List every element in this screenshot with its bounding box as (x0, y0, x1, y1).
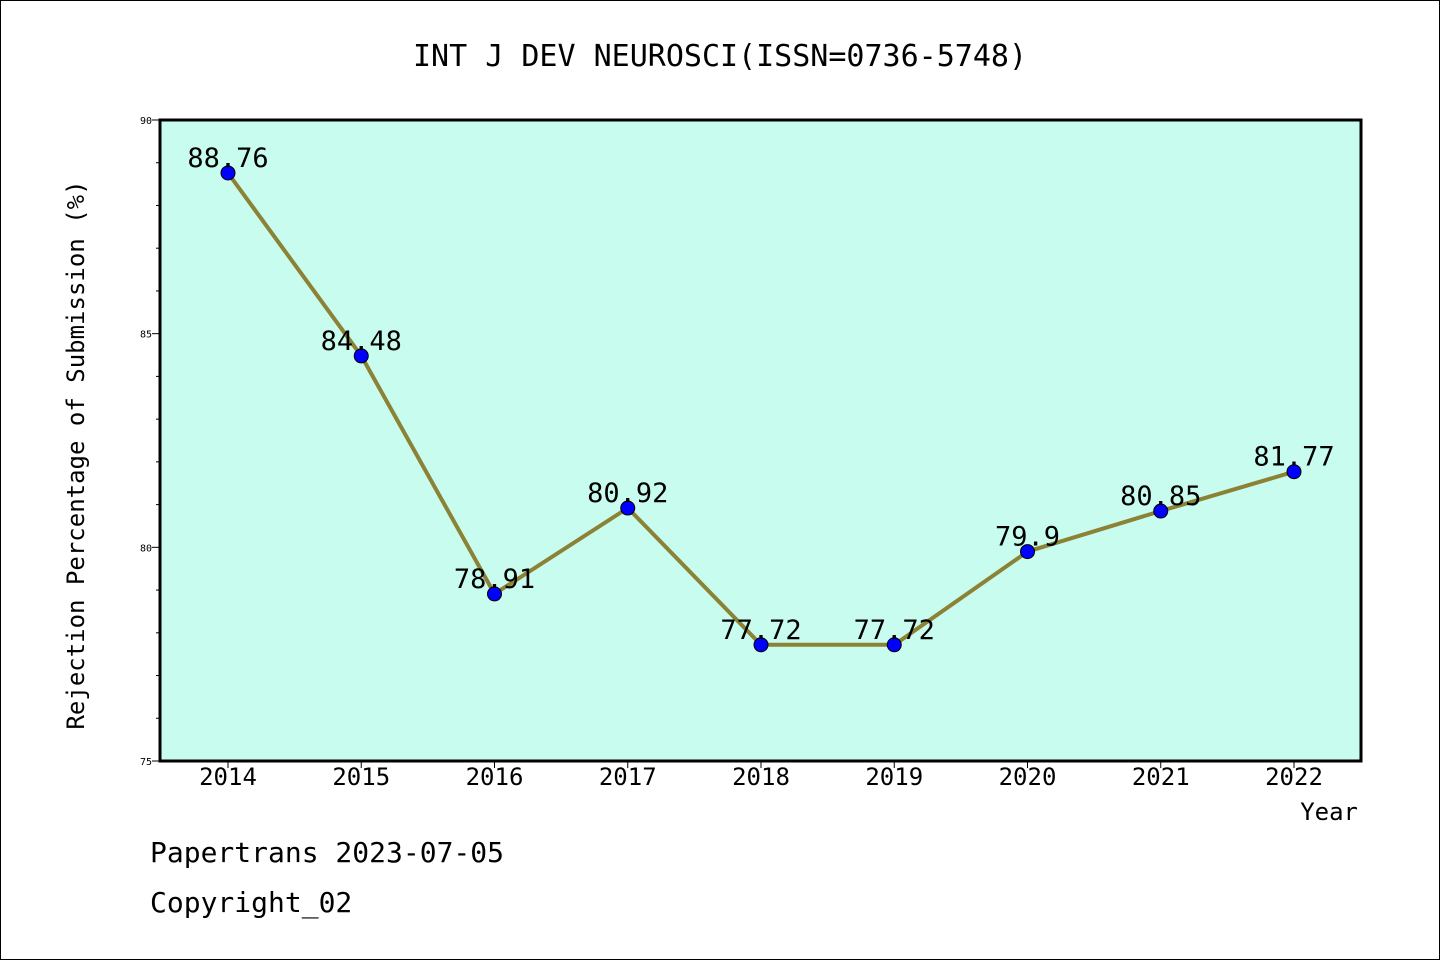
y-axis-ticks: 75 80 85 90 (140, 116, 160, 768)
x-tick-label: 2019 (865, 763, 923, 791)
data-point (353, 348, 369, 364)
x-tick-label: 2022 (1265, 763, 1323, 791)
data-point (620, 500, 636, 516)
plot-border (158, 118, 1363, 763)
data-point (753, 637, 769, 653)
y-tick-label: 75 (140, 757, 152, 768)
data-label: 80.85 (1120, 481, 1201, 512)
x-tick-label: 2015 (332, 763, 390, 791)
data-point (886, 637, 902, 653)
x-tick-label: 2014 (199, 763, 257, 791)
data-label: 84.48 (321, 326, 402, 357)
data-points (220, 165, 1302, 653)
data-label: 79.9 (995, 522, 1060, 553)
data-label: 77.72 (854, 615, 935, 646)
x-tick-label: 2016 (466, 763, 524, 791)
y-axis-label: Rejection Percentage of Submission (%) (62, 180, 90, 729)
x-tick-label: 2021 (1132, 763, 1190, 791)
x-tick-label: 2017 (599, 763, 657, 791)
data-point (487, 586, 502, 602)
data-point (220, 165, 236, 181)
footer-date-line: Papertrans 2023-07-05 (150, 836, 505, 869)
data-label: 77.72 (720, 615, 801, 646)
data-label: 88.76 (187, 143, 268, 174)
data-point (1286, 464, 1302, 480)
plot-area (160, 120, 1361, 761)
data-labels: 88.76 84.48 78.91 80.92 77.72 77.72 79.9 80.85 8… (187, 143, 1334, 646)
data-point (1153, 503, 1169, 519)
y-tick-label: 85 (140, 330, 152, 341)
data-label: 81.77 (1253, 442, 1334, 473)
y-tick-label: 80 (140, 543, 152, 554)
x-tick-label: 2018 (732, 763, 790, 791)
x-axis-label: Year (1300, 798, 1358, 826)
chart-title: INT J DEV NEUROSCI(ISSN=0736-5748) (413, 39, 1027, 74)
x-axis-ticks: 2014 2015 2016 2017 2018 2019 2020 2021 2022 (199, 761, 1323, 791)
y-tick-label: 90 (140, 116, 152, 127)
data-label: 78.91 (454, 564, 535, 595)
x-tick-label: 2020 (999, 763, 1057, 791)
footer-copyright: Copyright_02 (150, 886, 353, 919)
data-label: 80.92 (587, 478, 668, 509)
data-point (1020, 544, 1035, 560)
